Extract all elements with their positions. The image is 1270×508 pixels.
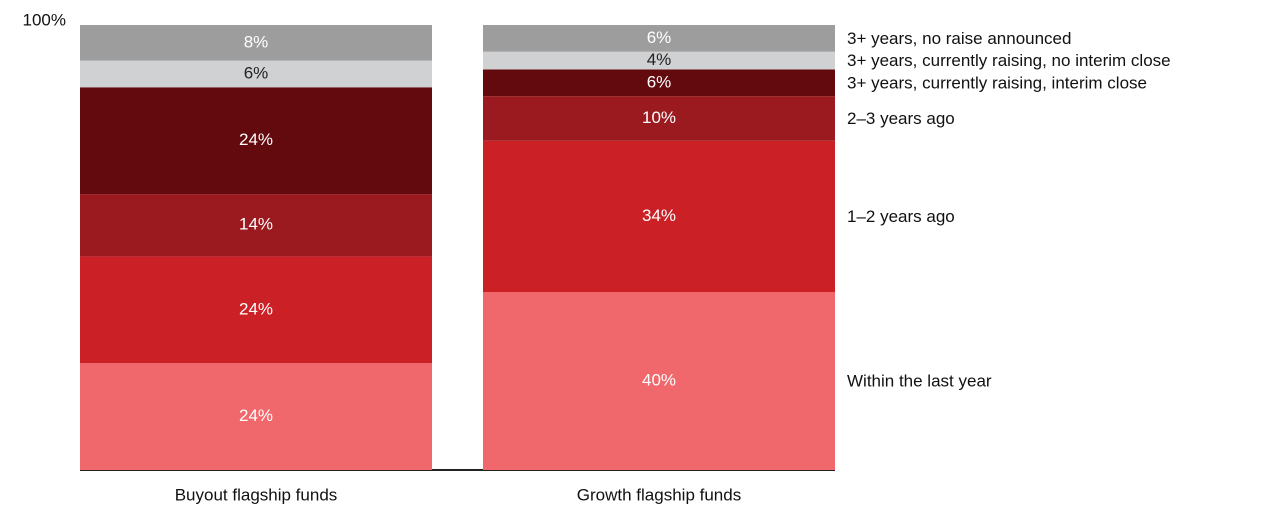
value-label: 24%	[239, 130, 273, 149]
value-label: 6%	[647, 72, 672, 91]
value-label: 34%	[642, 206, 676, 225]
legend-label: 3+ years, currently raising, no interim …	[847, 51, 1171, 70]
x-tick-label: Growth flagship funds	[577, 485, 741, 504]
bar-segment	[483, 25, 835, 52]
bar-segment	[80, 60, 432, 88]
value-label: 10%	[642, 108, 676, 127]
bar-segment	[483, 292, 835, 470]
bar-segment	[80, 363, 432, 470]
legend-label: 3+ years, no raise announced	[847, 29, 1071, 48]
bar-segment	[80, 87, 432, 195]
bar-segment	[483, 140, 835, 292]
legend-label: 1–2 years ago	[847, 207, 955, 226]
value-label: 6%	[244, 63, 269, 82]
bar-segment	[483, 96, 835, 141]
x-tick-label: Buyout flagship funds	[175, 485, 338, 504]
value-label: 6%	[647, 28, 672, 47]
y-tick-label: 100%	[23, 10, 66, 29]
legend-label: Within the last year	[847, 371, 992, 390]
value-label: 40%	[642, 370, 676, 389]
value-label: 4%	[647, 50, 672, 69]
value-label: 14%	[239, 215, 273, 234]
value-label: 24%	[239, 406, 273, 425]
legend-label: 2–3 years ago	[847, 109, 955, 128]
bar-segment	[483, 51, 835, 70]
bar-segment	[483, 69, 835, 97]
bar-segment	[80, 194, 432, 257]
bar-segment	[80, 25, 432, 61]
bar-segment	[80, 256, 432, 364]
legend-label: 3+ years, currently raising, interim clo…	[847, 73, 1147, 92]
value-label: 8%	[244, 32, 269, 51]
value-label: 24%	[239, 299, 273, 318]
